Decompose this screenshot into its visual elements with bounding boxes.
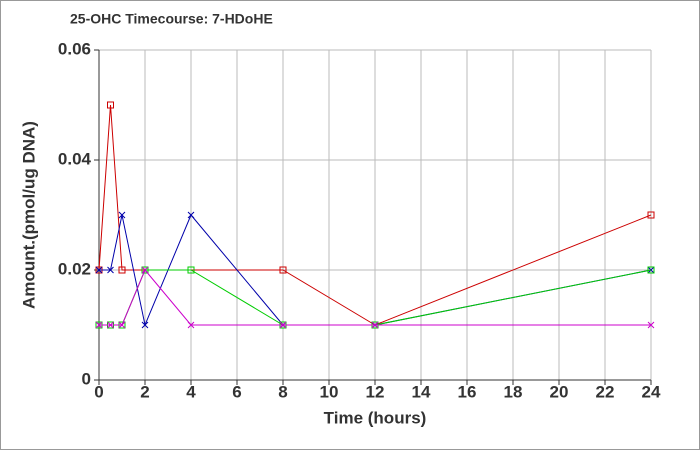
marker (647, 266, 655, 274)
x-tick-label: 12 (366, 382, 385, 401)
marker (279, 266, 287, 274)
marker (279, 321, 287, 329)
y-axis-label: Amount.(pmol/ug DNA) (19, 121, 38, 309)
x-tick-label: 8 (278, 382, 287, 401)
marker (187, 211, 195, 219)
y-tick-label: 0.02 (58, 259, 91, 278)
marker (647, 211, 655, 219)
marker (107, 321, 114, 329)
x-tick-label: 18 (504, 382, 523, 401)
y-tick-label: 0 (82, 369, 91, 388)
marker (95, 266, 103, 274)
x-tick-label: 10 (320, 382, 339, 401)
x-tick-label: 22 (596, 382, 615, 401)
chart-title: 25-OHC Timecourse: 7-HDoHE (70, 11, 273, 27)
x-tick-label: 0 (94, 382, 103, 401)
x-tick-label: 2 (140, 382, 149, 401)
marker (141, 266, 149, 274)
marker (187, 266, 195, 274)
marker (371, 321, 379, 329)
x-tick-label: 6 (232, 382, 241, 401)
x-axis-label: Time (hours) (324, 408, 427, 427)
x-tick-label: 20 (550, 382, 569, 401)
x-tick-label: 4 (186, 382, 196, 401)
marker (187, 321, 195, 329)
marker (107, 266, 114, 274)
marker (118, 266, 126, 274)
marker (118, 211, 126, 219)
x-tick-label: 24 (642, 382, 661, 401)
x-tick-label: 14 (412, 382, 431, 401)
x-tick-label: 16 (458, 382, 477, 401)
marker (141, 266, 149, 274)
y-tick-label: 0.04 (58, 149, 92, 168)
marker (95, 321, 103, 329)
marker (118, 321, 126, 329)
marker (107, 101, 114, 109)
series-line (99, 269, 651, 326)
marker (141, 321, 149, 329)
marker (647, 321, 655, 329)
y-tick-label: 0.06 (58, 39, 91, 58)
